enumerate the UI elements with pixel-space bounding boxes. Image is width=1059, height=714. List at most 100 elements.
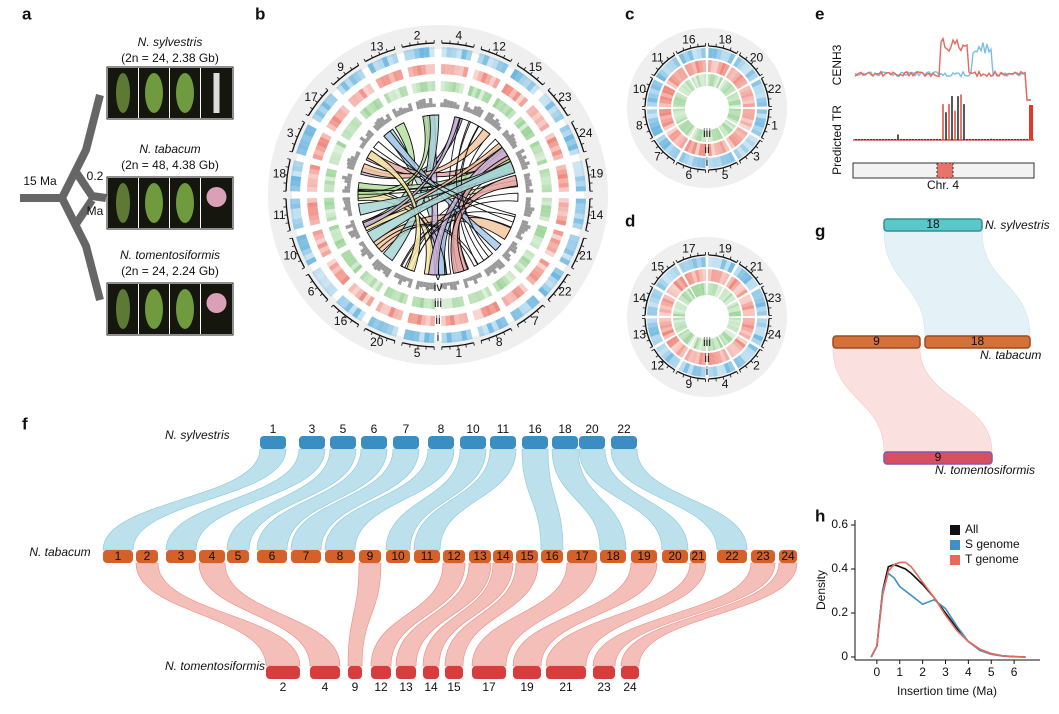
- histogram: [525, 203, 531, 208]
- leaf: [145, 73, 163, 113]
- heat-cell: [740, 326, 754, 334]
- heat-cell: [686, 155, 695, 166]
- chromosome-label: 1: [456, 346, 463, 360]
- heat-cell: [666, 126, 678, 137]
- heat-cell: [723, 51, 732, 63]
- heat-cell: [345, 255, 356, 265]
- heat-cell: [719, 289, 730, 301]
- heat-cell: [716, 49, 723, 60]
- histogram: [455, 104, 460, 110]
- heat-cell: [351, 285, 361, 297]
- histogram: [521, 219, 529, 225]
- heat-cell: [730, 280, 741, 292]
- histogram: [496, 258, 506, 269]
- heat-cell: [722, 122, 733, 133]
- histogram: [397, 275, 405, 285]
- heat-cell: [334, 144, 345, 152]
- heat-cell: [425, 64, 431, 75]
- heat-cell: [558, 187, 569, 192]
- histogram: [505, 248, 511, 254]
- tick: [655, 276, 659, 279]
- chromosome-label: 13: [370, 39, 384, 53]
- heat-cell: [347, 282, 358, 294]
- heat-cell: [309, 219, 321, 226]
- heat-cell: [303, 252, 315, 262]
- tick: [660, 61, 664, 65]
- heat-cell: [307, 198, 318, 203]
- histogram: [465, 106, 471, 113]
- heat-cell: [575, 198, 586, 204]
- heat-cell: [687, 287, 696, 300]
- heat-cell: [710, 143, 716, 156]
- heat-cell: [541, 201, 552, 206]
- chromosome-block: [541, 550, 563, 563]
- heat-cell: [480, 72, 489, 84]
- heat-cell: [407, 66, 414, 78]
- chromosome-arc: [738, 139, 761, 162]
- heat-cell: [544, 132, 556, 141]
- heat-cell: [446, 332, 453, 343]
- heat-cell: [320, 100, 332, 111]
- heat-cell: [723, 260, 732, 272]
- panel-label: f: [22, 414, 28, 433]
- tick: [764, 339, 768, 342]
- heat-cell: [539, 212, 551, 218]
- heat-cell: [742, 320, 755, 326]
- heat-cell: [732, 74, 744, 85]
- heat-cell: [661, 274, 672, 285]
- tick: [510, 58, 513, 62]
- chromosome-label: 19: [637, 549, 651, 563]
- tick: [660, 360, 664, 364]
- heat-cell: [290, 203, 301, 210]
- histogram: [486, 266, 493, 274]
- heat-cell: [317, 104, 329, 115]
- signal-trace: [854, 42, 1031, 101]
- heat-cell: [326, 215, 337, 222]
- heat-cell: [522, 301, 533, 313]
- heat-cell: [484, 286, 493, 297]
- heat-cell: [371, 318, 381, 330]
- synteny-ribbon: [832, 347, 993, 453]
- heat-cell: [675, 135, 686, 147]
- heat-cell: [660, 91, 674, 99]
- heat-cell: [347, 258, 358, 268]
- heat-cell: [715, 127, 724, 140]
- heat-cell: [711, 129, 716, 142]
- heat-cell: [451, 47, 458, 59]
- heat-cell: [418, 331, 425, 343]
- histogram: [343, 206, 352, 211]
- heat-cell: [458, 313, 465, 325]
- tick: [587, 166, 591, 168]
- tick: [682, 256, 685, 260]
- tick: [761, 137, 765, 140]
- heat-cell: [429, 332, 435, 343]
- heat-cell: [511, 91, 522, 102]
- tick: [401, 44, 403, 48]
- heat-cell: [756, 97, 767, 103]
- heat-cell: [423, 332, 430, 343]
- heat-cell: [684, 124, 695, 136]
- heat-cell: [659, 103, 672, 108]
- chromosome-label: 22: [558, 285, 572, 299]
- tick: [745, 56, 748, 60]
- tick: [646, 130, 650, 133]
- tick: [689, 167, 692, 171]
- divergence-label: 0.2: [87, 169, 104, 183]
- chromosome-label: 22: [617, 422, 631, 436]
- heat-cell: [677, 88, 690, 97]
- heat-cell: [703, 74, 707, 87]
- tick: [722, 254, 725, 258]
- heat-cell: [359, 270, 370, 281]
- tick: [722, 45, 725, 49]
- chromosome-label: 13: [473, 549, 487, 563]
- histogram: [350, 155, 358, 162]
- x-tick-label: 3: [942, 665, 949, 679]
- heat-cell: [532, 147, 544, 156]
- chromosome-label: 15: [447, 680, 461, 694]
- chromosome-block: [513, 666, 541, 679]
- heat-cell: [317, 275, 329, 286]
- tick: [480, 340, 483, 344]
- heat-cell: [678, 360, 687, 372]
- heat-cell: [484, 93, 493, 104]
- chromosome-arc: [677, 161, 706, 171]
